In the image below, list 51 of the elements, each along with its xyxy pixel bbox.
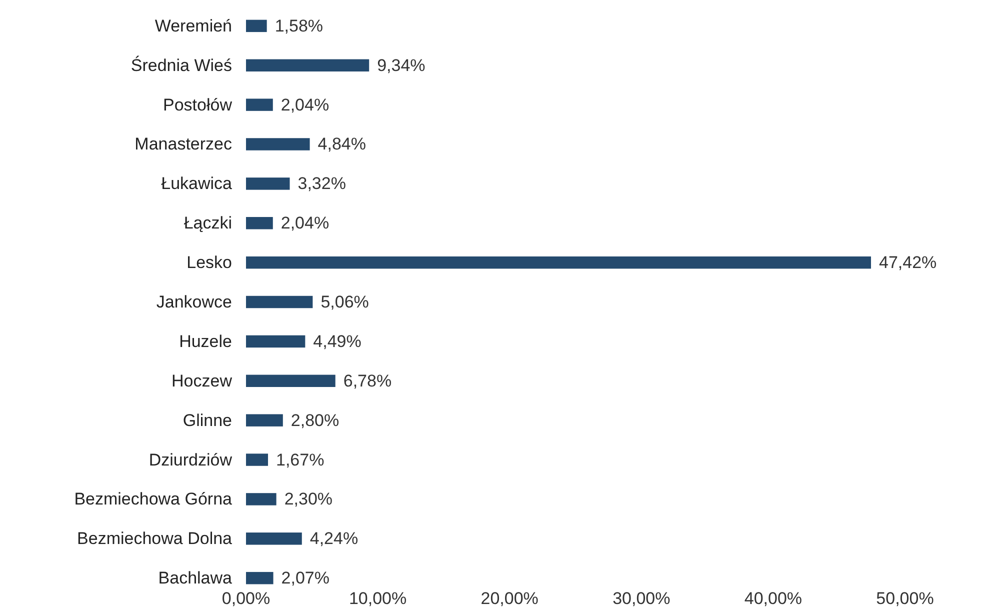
bar <box>246 59 370 72</box>
y-tick-label: Lesko <box>186 253 232 272</box>
y-tick-label: Bachlawa <box>158 568 233 588</box>
y-tick-label: Średnia Wieś <box>130 54 232 75</box>
bar <box>246 178 290 190</box>
bar <box>246 374 336 387</box>
data-label: 47,42% <box>878 253 937 272</box>
x-tick-label: 50,00% <box>876 589 934 608</box>
bar <box>246 493 276 506</box>
bar <box>246 414 283 426</box>
y-tick-label: Jankowce <box>156 292 232 312</box>
data-label: 2,07% <box>281 568 330 588</box>
bar <box>246 20 267 32</box>
data-label: 2,04% <box>280 214 330 233</box>
x-tick-label: 10,00% <box>348 589 407 608</box>
bar <box>246 572 274 584</box>
bar <box>246 532 302 545</box>
y-tick-label: Manasterzec <box>134 134 232 154</box>
bar <box>246 454 268 466</box>
data-label: 5,06% <box>320 292 369 312</box>
data-label: 2,04% <box>280 95 330 114</box>
x-tick-label: 40,00% <box>744 589 802 608</box>
y-tick-label: Huzele <box>179 332 232 351</box>
x-tick-label: 30,00% <box>612 589 670 608</box>
y-tick-label: Łukawica <box>161 174 233 194</box>
data-label: 3,32% <box>298 174 346 194</box>
data-label: 4,84% <box>318 134 366 154</box>
y-tick-label: Łączki <box>184 214 232 233</box>
bar <box>246 256 871 269</box>
data-label: 2,30% <box>284 490 333 509</box>
y-tick-label: Bezmiechowa Górna <box>74 490 233 509</box>
bar <box>246 217 273 230</box>
x-tick-label: 0,00% <box>222 589 270 608</box>
y-tick-label: Weremień <box>154 16 232 36</box>
data-label: 1,58% <box>274 16 324 36</box>
data-label: 9,34% <box>377 56 426 75</box>
bar <box>246 335 306 348</box>
data-label: 2,80% <box>290 410 340 430</box>
data-label: 4,49% <box>313 332 362 351</box>
bar <box>246 98 273 111</box>
x-tick-label: 20,00% <box>480 589 538 608</box>
y-tick-label: Bezmiechowa Dolna <box>77 529 233 548</box>
y-tick-label: Glinne <box>182 410 232 430</box>
data-label: 1,67% <box>276 450 324 470</box>
data-label: 4,24% <box>310 529 358 548</box>
bar <box>246 138 310 150</box>
data-label: 6,78% <box>343 371 392 390</box>
y-tick-label: Hoczew <box>172 371 233 390</box>
y-tick-label: Postołów <box>163 95 233 114</box>
bar <box>246 296 313 308</box>
y-tick-label: Dziurdziów <box>148 450 233 470</box>
